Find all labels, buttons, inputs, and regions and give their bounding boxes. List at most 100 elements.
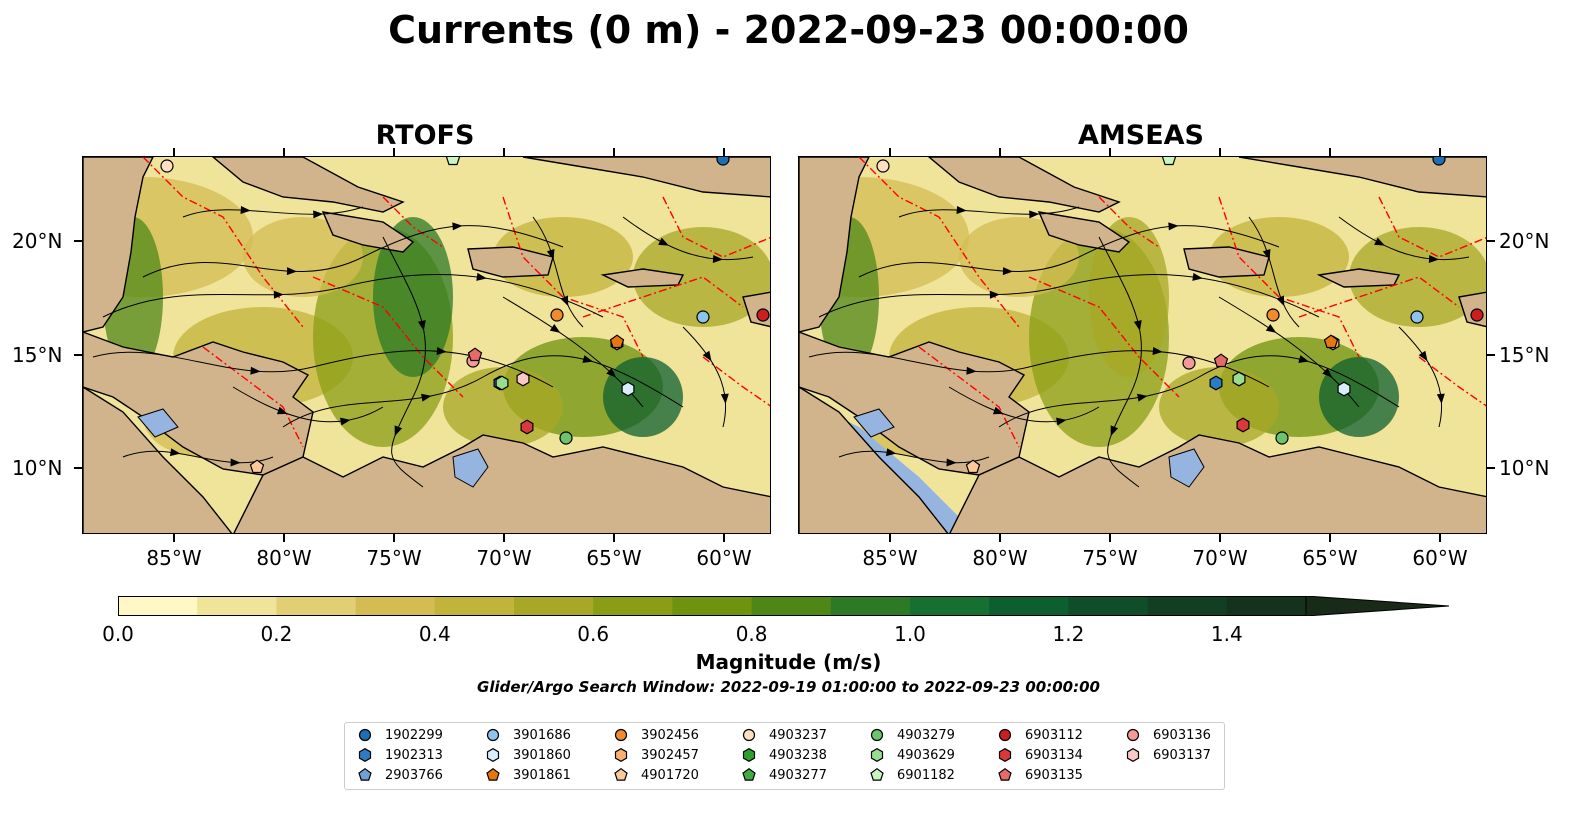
legend-label: 4903237 bbox=[769, 727, 827, 743]
lon-tick-label: 60°W bbox=[1412, 546, 1468, 570]
flow-arrow bbox=[1029, 210, 1040, 219]
legend-item: 3901686 bbox=[485, 725, 571, 745]
land-mass bbox=[1238, 157, 1486, 198]
lon-tick-mark bbox=[723, 534, 725, 542]
land-mass bbox=[211, 157, 405, 213]
flow-arrow bbox=[720, 393, 729, 404]
colorbar-tick-label: 1.2 bbox=[1052, 622, 1085, 646]
legend-item: 4903279 bbox=[869, 725, 955, 745]
land-mass bbox=[1037, 211, 1131, 253]
lon-tick-label: 75°W bbox=[366, 546, 422, 570]
flow-arrow bbox=[1137, 393, 1148, 402]
colorbar-bin bbox=[1147, 596, 1228, 616]
float-marker-4903237 bbox=[876, 159, 890, 173]
lon-tick-mark bbox=[1439, 148, 1441, 156]
streamline bbox=[998, 355, 1400, 428]
legend-item: 6903134 bbox=[997, 745, 1083, 765]
float-marker-3902456 bbox=[550, 308, 564, 322]
float-marker-3901686 bbox=[1410, 310, 1424, 324]
lon-tick-label: 65°W bbox=[1302, 546, 1358, 570]
flow-arrow bbox=[946, 458, 957, 467]
eez-boundary bbox=[918, 346, 1020, 448]
lon-tick-label: 70°W bbox=[476, 546, 532, 570]
streamline bbox=[898, 206, 1080, 218]
lake bbox=[1168, 448, 1205, 488]
float-marker-6903112 bbox=[1470, 308, 1484, 322]
flow-arrow bbox=[712, 254, 724, 263]
flow-arrow bbox=[417, 320, 426, 331]
colorbar-label: Magnitude (m/s) bbox=[695, 650, 882, 674]
eez-boundary bbox=[1218, 196, 1360, 358]
streamline bbox=[282, 355, 684, 428]
flow-arrow bbox=[1168, 222, 1179, 231]
flow-arrow bbox=[1374, 237, 1385, 246]
lon-tick-mark bbox=[889, 148, 891, 156]
float-marker-6901182 bbox=[445, 157, 461, 166]
float-marker-3901861 bbox=[1323, 334, 1339, 349]
eez-boundary bbox=[312, 276, 464, 398]
legend-label: 3902457 bbox=[641, 747, 699, 763]
circle-marker-icon bbox=[1126, 728, 1140, 742]
float-marker-1902299 bbox=[716, 157, 730, 166]
float-marker-6903135 bbox=[1213, 353, 1229, 368]
land-mass bbox=[522, 157, 770, 198]
legend-item: 2903766 bbox=[357, 765, 443, 785]
float-marker-6903135 bbox=[467, 347, 483, 362]
flow-arrow bbox=[276, 406, 288, 415]
search-window-label: Glider/Argo Search Window: 2022-09-19 01… bbox=[477, 678, 1100, 696]
current-magnitude-patch bbox=[959, 217, 1079, 297]
colorbar-tick-label: 1.0 bbox=[894, 622, 926, 646]
legend-label: 6901182 bbox=[897, 767, 955, 783]
lon-tick-mark bbox=[1329, 148, 1331, 156]
legend-item: 4903629 bbox=[869, 745, 955, 765]
legend-label: 3901686 bbox=[513, 727, 571, 743]
pentagon-marker-icon bbox=[742, 767, 756, 781]
legend-item: 6903112 bbox=[997, 725, 1083, 745]
legend-item: 6903137 bbox=[1125, 745, 1211, 765]
flow-arrow bbox=[549, 324, 561, 333]
streamline bbox=[102, 274, 604, 318]
legend-item: 3902456 bbox=[613, 725, 699, 745]
colorbar-bin bbox=[276, 596, 357, 616]
eez-boundary bbox=[202, 346, 304, 448]
flow-arrow bbox=[476, 272, 487, 281]
legend-label: 6903135 bbox=[1025, 767, 1083, 783]
streamline bbox=[682, 326, 727, 428]
streamline bbox=[532, 216, 584, 328]
land-mass bbox=[949, 434, 1486, 533]
circle-marker-icon bbox=[358, 728, 372, 742]
hexagon-marker-icon bbox=[1126, 748, 1140, 762]
lat-tick-label-left: 20°N bbox=[12, 229, 63, 253]
lat-tick-mark bbox=[1487, 354, 1495, 356]
flow-arrow bbox=[582, 355, 594, 363]
colorbar bbox=[118, 595, 1450, 617]
legend-item: 4903237 bbox=[741, 725, 827, 745]
legend-label: 6903112 bbox=[1025, 727, 1083, 743]
eez-boundary bbox=[382, 196, 444, 248]
colorbar-bin bbox=[197, 596, 277, 616]
colorbar-bin bbox=[672, 596, 753, 616]
lat-tick-mark bbox=[74, 354, 82, 356]
current-magnitude-patch bbox=[243, 217, 363, 297]
land-mass bbox=[233, 434, 770, 533]
float-marker-3901861 bbox=[609, 334, 625, 349]
streamline bbox=[818, 274, 1320, 318]
colorbar-bin bbox=[118, 596, 198, 616]
float-marker-4901720 bbox=[965, 459, 981, 474]
lon-tick-mark bbox=[1219, 148, 1221, 156]
colorbar-tick-label: 0.6 bbox=[577, 622, 610, 646]
lake bbox=[853, 408, 895, 438]
circle-marker-icon bbox=[998, 728, 1012, 742]
legend-label: 1902313 bbox=[385, 747, 443, 763]
lon-tick-mark bbox=[1109, 148, 1111, 156]
lon-tick-mark bbox=[1219, 534, 1221, 542]
colorbar-frame bbox=[118, 596, 1307, 616]
eez-boundary bbox=[1418, 356, 1486, 407]
hexagon-marker-icon bbox=[358, 748, 372, 762]
map-canvas bbox=[83, 157, 770, 533]
lat-tick-label-left: 15°N bbox=[12, 343, 63, 367]
float-marker-6903112 bbox=[756, 308, 770, 322]
flow-arrow bbox=[1428, 254, 1440, 263]
flow-arrow bbox=[452, 222, 463, 231]
lat-tick-mark bbox=[74, 467, 82, 469]
